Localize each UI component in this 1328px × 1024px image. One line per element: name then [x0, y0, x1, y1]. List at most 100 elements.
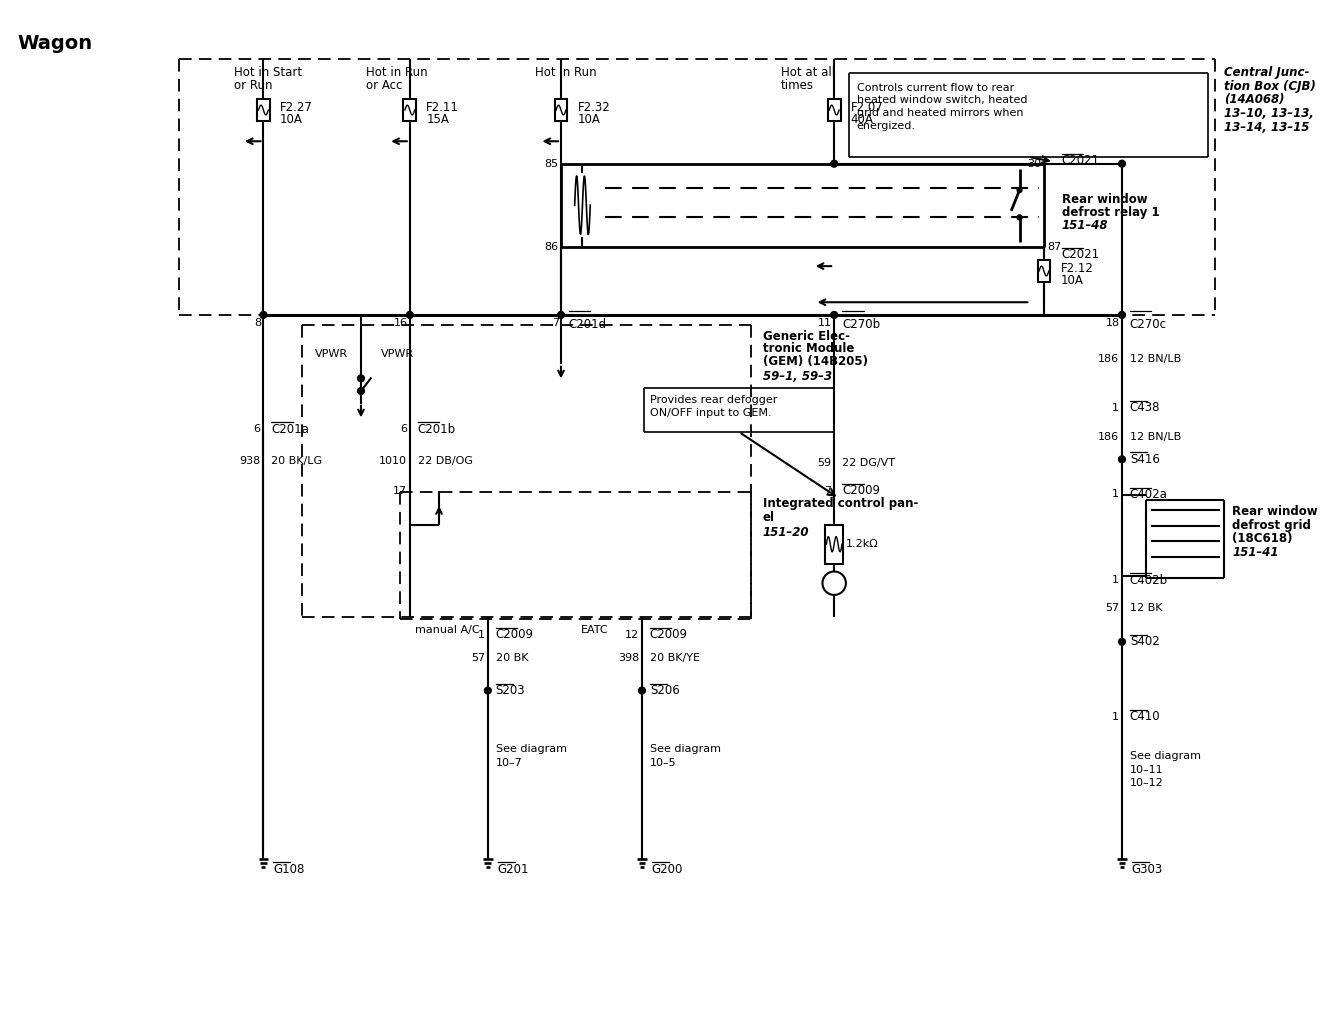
- Text: G201: G201: [498, 862, 529, 876]
- Text: VPWR: VPWR: [381, 349, 413, 359]
- Text: F2.12: F2.12: [1061, 261, 1093, 274]
- Bar: [404, 99, 416, 121]
- Text: S402: S402: [1130, 635, 1159, 648]
- Text: 18: 18: [1106, 317, 1120, 328]
- Text: S416: S416: [1130, 453, 1159, 466]
- Text: See diagram: See diagram: [1130, 751, 1201, 761]
- Text: (14A068): (14A068): [1224, 93, 1286, 106]
- Text: Rear window: Rear window: [1232, 505, 1317, 518]
- Text: 6: 6: [254, 424, 260, 434]
- Text: ON/OFF input to GEM.: ON/OFF input to GEM.: [649, 408, 772, 418]
- Text: G108: G108: [274, 862, 304, 876]
- Text: S203: S203: [495, 684, 526, 697]
- Text: 85: 85: [544, 159, 558, 169]
- Text: F2.32: F2.32: [578, 100, 611, 114]
- Text: G303: G303: [1131, 862, 1163, 876]
- Text: C201b: C201b: [417, 423, 456, 435]
- Text: times: times: [781, 79, 814, 92]
- Text: 86: 86: [544, 242, 558, 252]
- Text: 12 BN/LB: 12 BN/LB: [1130, 354, 1181, 364]
- Text: 10A: 10A: [1061, 274, 1084, 288]
- Text: 186: 186: [1098, 354, 1120, 364]
- Text: 13–14, 13–15: 13–14, 13–15: [1224, 121, 1309, 134]
- Circle shape: [831, 161, 838, 167]
- Text: 13–10, 13–13,: 13–10, 13–13,: [1224, 108, 1315, 120]
- Text: EATC: EATC: [580, 626, 608, 635]
- Circle shape: [831, 311, 838, 318]
- Text: manual A/C: manual A/C: [414, 626, 479, 635]
- Text: tion Box (CJB): tion Box (CJB): [1224, 80, 1316, 93]
- Circle shape: [639, 687, 645, 694]
- Circle shape: [558, 311, 564, 318]
- Bar: [555, 99, 567, 121]
- Text: 7: 7: [552, 317, 559, 328]
- Text: C2009: C2009: [649, 629, 688, 641]
- Text: 12 BK: 12 BK: [1130, 602, 1162, 612]
- Text: G200: G200: [652, 862, 683, 876]
- Circle shape: [357, 375, 364, 382]
- Text: Provides rear defogger: Provides rear defogger: [649, 395, 777, 404]
- Text: 1: 1: [1112, 402, 1120, 413]
- Text: 10–12: 10–12: [1130, 778, 1163, 788]
- Text: C2021: C2021: [1061, 155, 1100, 167]
- Text: or Acc: or Acc: [367, 79, 402, 92]
- Text: C2009: C2009: [495, 629, 534, 641]
- Text: el: el: [764, 511, 776, 524]
- Text: 59: 59: [817, 458, 831, 468]
- Circle shape: [357, 388, 364, 394]
- Bar: [258, 99, 270, 121]
- Text: 10–7: 10–7: [495, 758, 522, 768]
- Circle shape: [485, 687, 491, 694]
- Text: 10–5: 10–5: [649, 758, 676, 768]
- Text: C2021: C2021: [1061, 248, 1100, 261]
- Text: C270b: C270b: [842, 317, 880, 331]
- Text: Central Junc-: Central Junc-: [1224, 67, 1309, 79]
- Text: defrost grid: defrost grid: [1232, 519, 1311, 531]
- Text: 20 BK/YE: 20 BK/YE: [649, 653, 700, 664]
- Text: 10A: 10A: [280, 114, 303, 126]
- Text: (18C618): (18C618): [1232, 532, 1292, 546]
- Circle shape: [406, 311, 413, 318]
- Text: 1: 1: [478, 630, 485, 640]
- Text: 7: 7: [825, 485, 831, 496]
- Text: 398: 398: [618, 653, 639, 664]
- Text: 30: 30: [1027, 159, 1041, 169]
- Text: Hot in Run: Hot in Run: [367, 67, 428, 79]
- Text: C402b: C402b: [1130, 573, 1167, 587]
- Text: C438: C438: [1130, 401, 1161, 414]
- Text: C2009: C2009: [842, 484, 880, 497]
- Text: 22 DG/VT: 22 DG/VT: [842, 458, 895, 468]
- Circle shape: [1017, 187, 1023, 193]
- Circle shape: [1118, 311, 1125, 318]
- Text: 1010: 1010: [378, 457, 406, 466]
- Text: 16: 16: [394, 317, 408, 328]
- Text: 1: 1: [1112, 575, 1120, 586]
- Text: C402a: C402a: [1130, 488, 1167, 501]
- Text: See diagram: See diagram: [649, 744, 721, 754]
- Text: See diagram: See diagram: [495, 744, 567, 754]
- Text: defrost relay 1: defrost relay 1: [1061, 206, 1159, 219]
- Text: 57: 57: [1105, 602, 1120, 612]
- Circle shape: [1118, 638, 1125, 645]
- Text: VPWR: VPWR: [315, 349, 348, 359]
- Bar: [826, 524, 843, 563]
- Text: 1: 1: [1112, 489, 1120, 500]
- Text: 12 BN/LB: 12 BN/LB: [1130, 432, 1181, 442]
- Text: Hot in Start: Hot in Start: [234, 67, 303, 79]
- Circle shape: [1017, 215, 1023, 220]
- Circle shape: [260, 311, 267, 318]
- Text: 1: 1: [1112, 712, 1120, 722]
- Text: 938: 938: [239, 457, 260, 466]
- Text: C201a: C201a: [271, 423, 309, 435]
- Text: 12: 12: [625, 630, 639, 640]
- Text: C410: C410: [1130, 711, 1161, 723]
- Circle shape: [822, 571, 846, 595]
- Text: energized.: energized.: [857, 121, 915, 131]
- Text: 20 BK/LG: 20 BK/LG: [271, 457, 323, 466]
- Text: Hot in Run: Hot in Run: [535, 67, 596, 79]
- Text: 11: 11: [818, 317, 833, 328]
- Text: 10–11: 10–11: [1130, 765, 1163, 774]
- Text: Wagon: Wagon: [17, 34, 93, 53]
- Text: 151–41: 151–41: [1232, 546, 1279, 559]
- Text: (GEM) (14B205): (GEM) (14B205): [764, 355, 869, 368]
